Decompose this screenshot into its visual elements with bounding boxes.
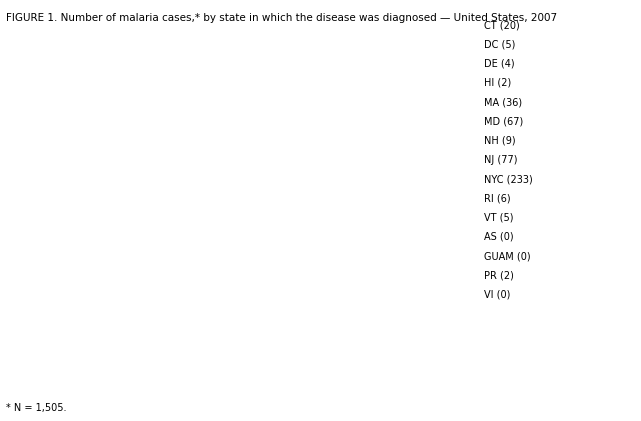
Text: FIGURE 1. Number of malaria cases,* by state in which the disease was diagnosed : FIGURE 1. Number of malaria cases,* by s… bbox=[6, 13, 558, 23]
Text: AS (0): AS (0) bbox=[484, 232, 513, 242]
Text: VI (0): VI (0) bbox=[484, 290, 510, 300]
Text: DE (4): DE (4) bbox=[484, 59, 515, 69]
Text: CT (20): CT (20) bbox=[484, 20, 520, 30]
Text: NH (9): NH (9) bbox=[484, 136, 515, 146]
Text: PR (2): PR (2) bbox=[484, 270, 513, 280]
Text: MD (67): MD (67) bbox=[484, 117, 523, 126]
Text: VT (5): VT (5) bbox=[484, 213, 513, 223]
Text: HI (2): HI (2) bbox=[484, 78, 511, 88]
Text: GUAM (0): GUAM (0) bbox=[484, 251, 531, 261]
Text: NYC (233): NYC (233) bbox=[484, 174, 533, 184]
Text: MA (36): MA (36) bbox=[484, 97, 522, 107]
Text: RI (6): RI (6) bbox=[484, 193, 510, 203]
Text: NJ (77): NJ (77) bbox=[484, 155, 517, 165]
Text: DC (5): DC (5) bbox=[484, 40, 515, 50]
Text: * N = 1,505.: * N = 1,505. bbox=[6, 402, 67, 413]
